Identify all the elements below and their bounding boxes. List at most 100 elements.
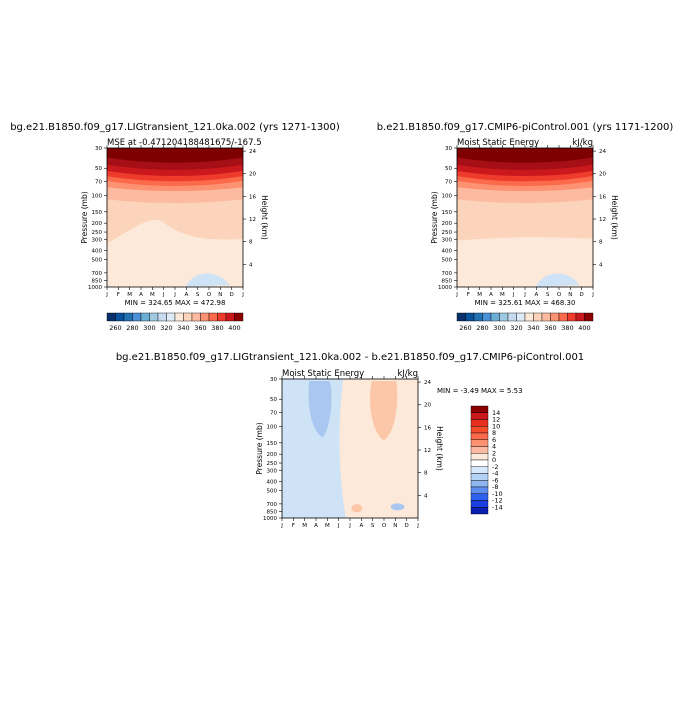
y-tick-label: 400	[442, 249, 453, 255]
x-tick-label: J	[105, 292, 108, 298]
colorbar-swatch	[470, 500, 489, 508]
colorbar-swatch	[456, 312, 466, 322]
panel-lig-transient: bg.e21.B1850.f09_g17.LIGtransient_121.0k…	[10, 122, 340, 332]
panel3-units: kJ/kg	[397, 369, 418, 379]
x-tick-label: F	[467, 292, 470, 298]
y-tick-label: 30	[445, 146, 452, 152]
colorbar-label: 2	[492, 449, 496, 457]
x-tick-label: J	[162, 292, 165, 298]
x-tick-label: N	[393, 523, 397, 529]
x-tick-label: J	[512, 292, 515, 298]
colorbar-swatch	[470, 507, 489, 515]
y-tick-label: 500	[442, 258, 453, 264]
colorbar-swatch	[567, 312, 577, 322]
colorbar-swatch	[208, 312, 218, 322]
panel2-subtitle: Moist Static Energy	[457, 138, 539, 148]
y-axis-label-right: Height (km)	[260, 195, 269, 240]
colorbar-label: 300	[143, 324, 155, 332]
x-tick-label: J	[455, 292, 458, 298]
x-tick-label: A	[184, 292, 188, 298]
colorbar-swatch	[106, 312, 116, 322]
y-tick-label: 100	[92, 194, 103, 200]
x-tick-label: A	[359, 523, 363, 529]
x-tick-label: F	[292, 523, 295, 529]
x-tick-label: M	[325, 523, 330, 529]
colorbar-label: 380	[561, 324, 573, 332]
x-tick-label: J	[241, 292, 244, 298]
y-right-tick-label: 8	[249, 240, 253, 246]
panel2-units: kJ/kg	[572, 138, 593, 148]
low-level-minimum	[535, 273, 580, 287]
y-axis-label-right: Height (km)	[610, 195, 619, 240]
colorbar-swatch	[132, 312, 142, 322]
colorbar-swatch	[470, 480, 489, 488]
colorbar-label: 360	[544, 324, 556, 332]
y-right-tick-label: 20	[599, 172, 606, 178]
colorbar-swatch	[550, 312, 560, 322]
x-tick-label: A	[139, 292, 143, 298]
colorbar-label: -8	[492, 483, 498, 491]
y-right-tick-label: 8	[599, 240, 603, 246]
y-tick-label: 300	[92, 237, 103, 243]
colorbar-swatch	[473, 312, 483, 322]
x-tick-label: F	[117, 292, 120, 298]
y-right-tick-label: 24	[249, 149, 256, 155]
colorbar-label: 300	[493, 324, 505, 332]
x-tick-label: A	[314, 523, 318, 529]
x-tick-label: S	[546, 292, 550, 298]
y-axis-label: Pressure (mb)	[80, 191, 89, 243]
shade-band-400	[457, 148, 593, 163]
y-tick-label: 200	[92, 221, 103, 227]
y-right-tick-label: 4	[599, 262, 603, 268]
y-tick-label: 150	[267, 441, 278, 447]
colorbar-label: 280	[126, 324, 138, 332]
y-tick-label: 100	[267, 425, 278, 431]
colorbar-swatch	[575, 312, 585, 322]
colorbar-swatch	[470, 426, 489, 434]
y-tick-label: 250	[267, 461, 278, 467]
colorbar-swatch	[470, 405, 489, 413]
panel3-title: bg.e21.B1850.f09_g17.LIGtransient_121.0k…	[116, 352, 584, 363]
colorbar-label: 400	[228, 324, 240, 332]
x-tick-label: A	[489, 292, 493, 298]
colorbar-label: 320	[160, 324, 172, 332]
low-level-minimum	[185, 273, 230, 287]
shade-band-400	[107, 148, 243, 163]
x-tick-label: M	[500, 292, 505, 298]
x-tick-label: S	[196, 292, 200, 298]
colorbar-swatch	[470, 446, 489, 454]
y-right-tick-label: 16	[249, 194, 256, 200]
colorbar-swatch	[516, 312, 526, 322]
colorbar-swatch	[465, 312, 475, 322]
shade-negative-core	[308, 381, 332, 438]
y-tick-label: 50	[445, 166, 452, 172]
y-right-tick-label: 24	[599, 149, 606, 155]
colorbar-label: -6	[492, 476, 498, 484]
y-right-tick-label: 4	[249, 262, 253, 268]
colorbar-swatch	[217, 312, 227, 322]
colorbar-swatch	[470, 419, 489, 427]
panel1-colorbar: 260 280 300 320 340 360 380 400	[106, 312, 244, 332]
y-tick-label: 150	[92, 210, 103, 216]
y-tick-label: 1000	[263, 516, 277, 522]
colorbar-swatch	[533, 312, 543, 322]
x-tick-label: O	[207, 292, 212, 298]
colorbar-swatch	[584, 312, 594, 322]
colorbar-swatch	[470, 453, 489, 461]
panel2-colorbar: 260 280 300 320 340 360 380 400	[456, 312, 594, 332]
y-tick-label: 700	[267, 502, 278, 508]
panel-picontrol: b.e21.B1850.f09_g17.CMIP6-piControl.001 …	[377, 122, 674, 332]
y-tick-label: 70	[270, 411, 277, 417]
colorbar-swatch	[482, 312, 492, 322]
colorbar-swatch	[470, 412, 489, 420]
colorbar-swatch	[558, 312, 568, 322]
colorbar-label: 340	[177, 324, 189, 332]
y-tick-label: 30	[95, 146, 102, 152]
colorbar-label: 12	[492, 416, 500, 424]
colorbar-swatch	[115, 312, 125, 322]
colorbar-label: 8	[492, 429, 496, 437]
colorbar-swatch	[470, 459, 489, 467]
